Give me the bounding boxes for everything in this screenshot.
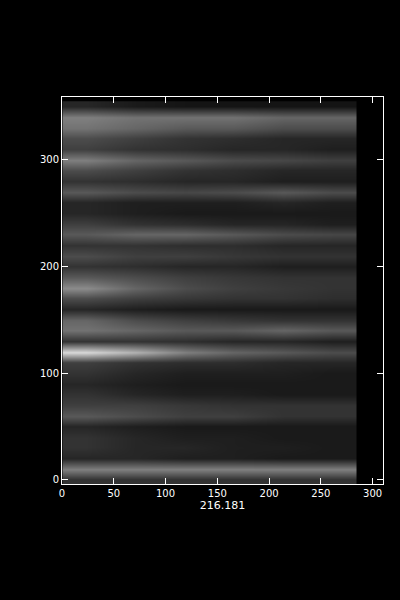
svg-text:200: 200 (260, 488, 279, 499)
svg-text:150: 150 (208, 488, 227, 499)
svg-text:100: 100 (156, 488, 175, 499)
svg-text:50: 50 (107, 488, 120, 499)
svg-text:200: 200 (40, 261, 59, 272)
svg-text:300: 300 (363, 488, 382, 499)
svg-text:300: 300 (40, 154, 59, 165)
svg-text:250: 250 (311, 488, 330, 499)
svg-text:216.181: 216.181 (200, 499, 246, 512)
svg-text:0: 0 (59, 488, 65, 499)
svg-text:100: 100 (40, 368, 59, 379)
svg-text:0: 0 (53, 474, 59, 485)
